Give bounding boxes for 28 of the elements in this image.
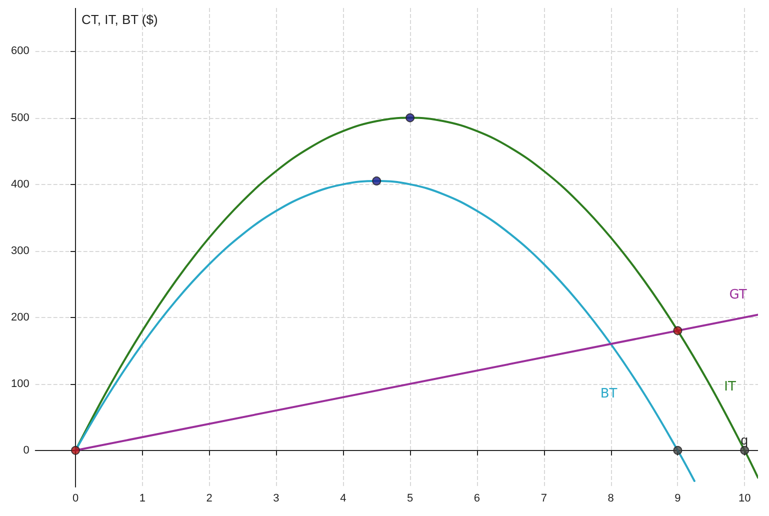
x-tick-label: 7: [540, 492, 547, 504]
y-axis-title: CT, IT, BT ($): [82, 12, 158, 27]
point: [673, 446, 682, 455]
y-tick-label: 200: [10, 311, 30, 324]
y-tick-label: 400: [10, 178, 30, 190]
y-tick-label: 100: [10, 378, 30, 390]
point: [71, 446, 80, 455]
y-tick-label: 0: [23, 444, 30, 456]
x-tick-label: 10: [738, 492, 751, 504]
x-tick-label: 6: [474, 492, 480, 504]
y-tick-label: 500: [10, 112, 30, 124]
point: [406, 113, 415, 122]
series-label: GT: [729, 288, 747, 303]
x-tick-label: 8: [608, 492, 614, 504]
x-tick-label: 3: [273, 492, 280, 504]
x-tick-label: 0: [72, 492, 79, 504]
y-tick-label: 300: [10, 244, 30, 257]
x-tick-label: 4: [340, 492, 346, 504]
series-label: IT: [724, 380, 736, 395]
y-tick-label: 600: [10, 45, 30, 58]
x-tick-label: 5: [406, 492, 414, 504]
point: [673, 326, 682, 336]
point: [372, 176, 382, 186]
x-tick-label: 2: [206, 492, 212, 504]
x-axis-title: q: [740, 432, 748, 448]
x-tick-label: 1: [139, 492, 146, 504]
series-label: BT: [600, 386, 618, 402]
x-tick-label: 9: [674, 492, 681, 504]
